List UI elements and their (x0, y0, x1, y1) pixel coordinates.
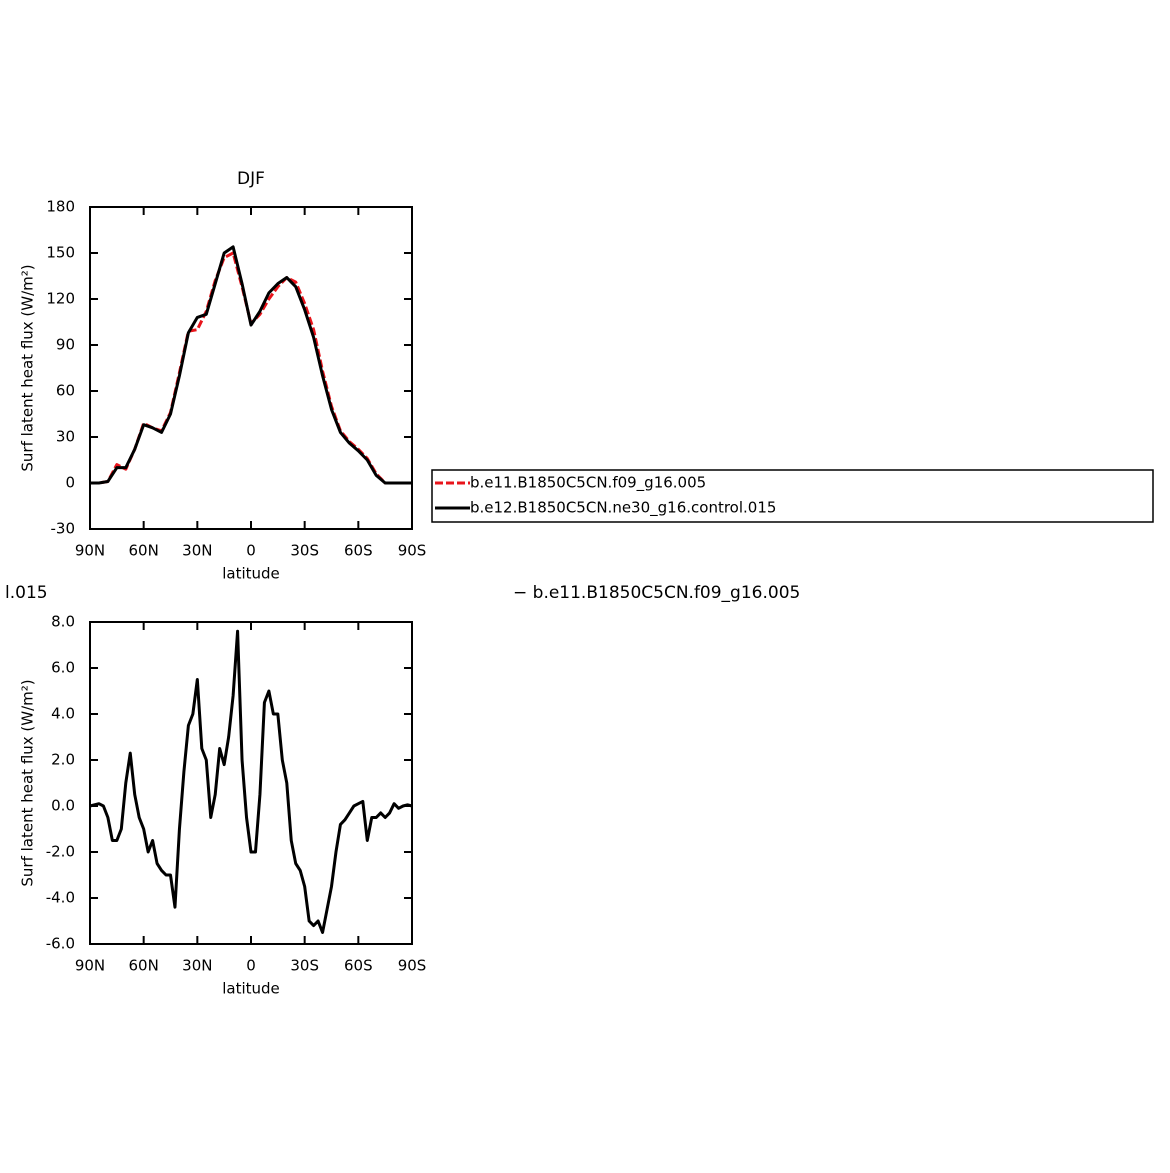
x-tick-label: 30S (290, 542, 319, 560)
x-tick-label: 0 (246, 957, 256, 975)
x-tick-label: 90N (75, 957, 105, 975)
y-tick-label: 8.0 (51, 613, 75, 631)
x-axis-label: latitude (222, 980, 280, 998)
chart-title-fragment: − b.e11.B1850C5CN.f09_g16.005 (513, 583, 800, 603)
y-axis-label: Surf latent heat flux (W/m²) (19, 264, 37, 471)
chart-title: DJF (237, 169, 265, 189)
plot-frame (89, 206, 413, 530)
y-axis-label: Surf latent heat flux (W/m²) (19, 679, 37, 886)
y-tick-label: 0.0 (51, 797, 75, 815)
x-tick-label: 30S (290, 957, 319, 975)
y-tick-label: 30 (56, 428, 75, 446)
y-tick-label: 180 (46, 198, 75, 216)
y-tick-label: 4.0 (51, 705, 75, 723)
data-line (89, 629, 413, 934)
plot-frame (89, 621, 413, 945)
y-tick-label: 120 (46, 290, 75, 308)
y-tick-label: -6.0 (46, 935, 75, 953)
chart-title-fragment: l.015 (5, 583, 48, 603)
x-tick-label: 30N (182, 957, 212, 975)
y-tick-label: -30 (51, 520, 76, 538)
x-tick-label: 90N (75, 542, 105, 560)
y-tick-label: -2.0 (46, 843, 75, 861)
x-tick-label: 60N (129, 957, 159, 975)
y-tick-label: 2.0 (51, 751, 75, 769)
x-tick-label: 60S (344, 542, 373, 560)
data-line (90, 245, 412, 485)
data-line (90, 251, 412, 485)
y-tick-label: 150 (46, 244, 75, 262)
legend-box (431, 469, 1154, 523)
y-tick-label: 0 (65, 474, 75, 492)
x-tick-label: 60N (129, 542, 159, 560)
x-axis-label: latitude (222, 565, 280, 583)
legend-label: b.e12.B1850C5CN.ne30_g16.control.015 (470, 499, 776, 518)
y-tick-label: -4.0 (46, 889, 75, 907)
x-tick-label: 90S (398, 542, 427, 560)
y-tick-label: 90 (56, 336, 75, 354)
x-tick-label: 30N (182, 542, 212, 560)
y-tick-label: 6.0 (51, 659, 75, 677)
x-tick-label: 0 (246, 542, 256, 560)
x-tick-label: 60S (344, 957, 373, 975)
y-tick-label: 60 (56, 382, 75, 400)
legend-label: b.e11.B1850C5CN.f09_g16.005 (470, 474, 706, 493)
x-tick-label: 90S (398, 957, 427, 975)
